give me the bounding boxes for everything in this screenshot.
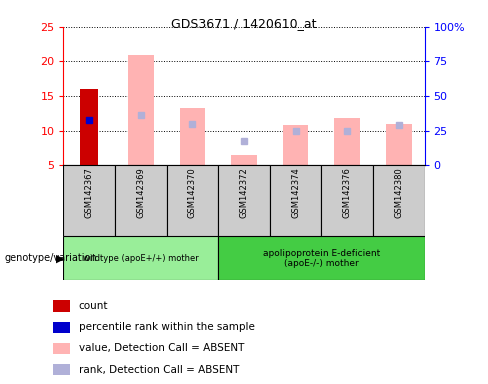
- Bar: [270, 165, 322, 236]
- Text: GDS3671 / 1420610_at: GDS3671 / 1420610_at: [171, 17, 317, 30]
- Bar: [63, 165, 115, 236]
- Bar: [322, 165, 373, 236]
- Text: wildtype (apoE+/+) mother: wildtype (apoE+/+) mother: [83, 254, 199, 263]
- Bar: [166, 165, 218, 236]
- Text: GSM142380: GSM142380: [394, 167, 403, 218]
- Bar: [373, 165, 425, 236]
- Bar: [53, 343, 70, 354]
- Bar: [231, 155, 257, 165]
- Bar: [386, 124, 412, 165]
- Text: GSM142370: GSM142370: [188, 167, 197, 218]
- Bar: [53, 300, 70, 312]
- Text: apolipoprotein E-deficient
(apoE-/-) mother: apolipoprotein E-deficient (apoE-/-) mot…: [263, 248, 380, 268]
- Bar: [218, 165, 270, 236]
- Bar: [283, 125, 308, 165]
- Bar: [218, 236, 425, 280]
- Text: rank, Detection Call = ABSENT: rank, Detection Call = ABSENT: [79, 364, 239, 375]
- Text: GSM142369: GSM142369: [136, 167, 145, 218]
- Text: value, Detection Call = ABSENT: value, Detection Call = ABSENT: [79, 343, 244, 354]
- Bar: [63, 236, 218, 280]
- Text: GSM142376: GSM142376: [343, 167, 352, 218]
- Text: GSM142372: GSM142372: [240, 167, 248, 218]
- Text: genotype/variation: genotype/variation: [5, 253, 98, 263]
- Text: percentile rank within the sample: percentile rank within the sample: [79, 322, 255, 333]
- Bar: [128, 55, 154, 165]
- Text: ▶: ▶: [56, 253, 64, 263]
- Bar: [80, 89, 98, 165]
- Bar: [53, 321, 70, 333]
- Text: GSM142367: GSM142367: [85, 167, 94, 218]
- Text: GSM142374: GSM142374: [291, 167, 300, 218]
- Bar: [115, 165, 166, 236]
- Bar: [334, 118, 360, 165]
- Bar: [53, 364, 70, 376]
- Bar: [180, 108, 205, 165]
- Text: count: count: [79, 301, 108, 311]
